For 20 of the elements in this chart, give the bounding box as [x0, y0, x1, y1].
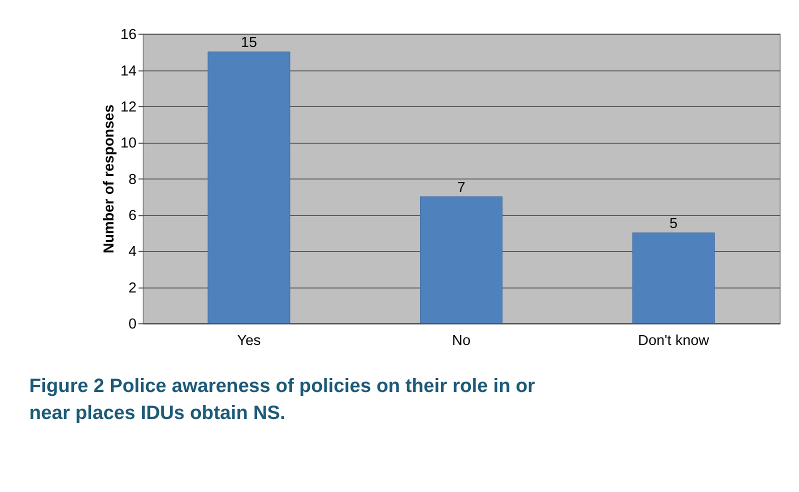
x-tick-label: No	[452, 332, 471, 349]
y-tick-label: 16	[120, 27, 137, 44]
y-tick-label: 10	[120, 136, 137, 152]
x-tick-label: Yes	[237, 332, 261, 349]
bar	[208, 52, 290, 324]
bar	[632, 232, 715, 324]
y-tick-label: 14	[120, 63, 137, 80]
y-tick-label: 0	[128, 316, 137, 333]
y-tick-label: 2	[128, 280, 137, 296]
bar	[420, 196, 503, 324]
caption: Figure 2 Police awareness of policies on their role in or near places IDUs obtain NS.	[29, 376, 536, 424]
x-tick-label: Don't know	[638, 332, 710, 349]
y-tick-label: 4	[128, 244, 137, 260]
y-tick-label: 6	[128, 208, 137, 224]
data-label: 5	[670, 216, 678, 232]
y-axis-title: Number of responses	[102, 104, 118, 254]
data-label: 15	[240, 35, 258, 52]
y-tick-label: 8	[128, 172, 137, 188]
y-tick-label: 12	[120, 99, 137, 116]
data-label: 7	[457, 180, 466, 196]
